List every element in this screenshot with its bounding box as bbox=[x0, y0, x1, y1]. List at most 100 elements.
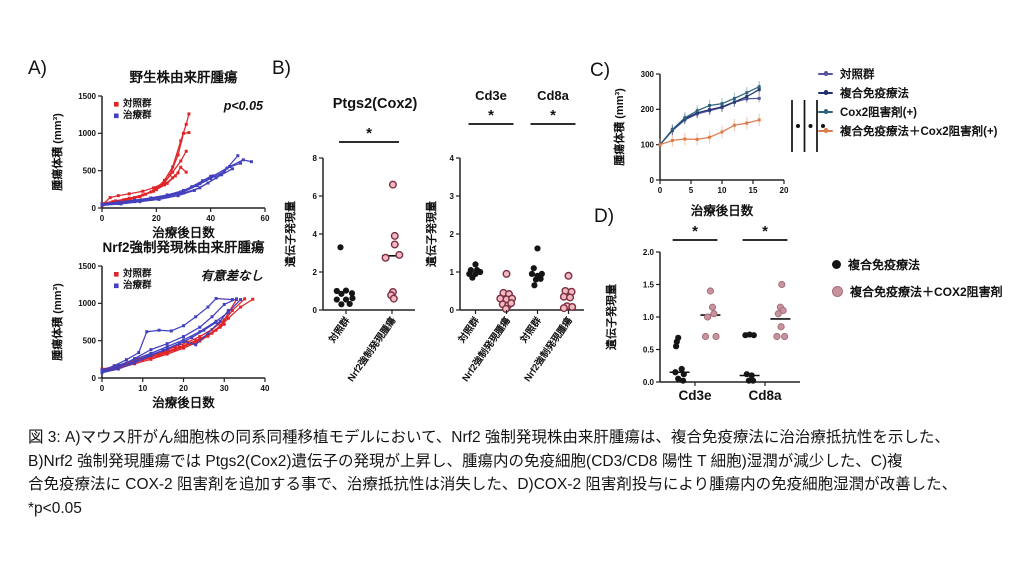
svg-text:遺伝子発現量: 遺伝子発現量 bbox=[283, 201, 297, 268]
svg-text:20: 20 bbox=[152, 214, 161, 223]
svg-text:対照群: 対照群 bbox=[122, 98, 152, 110]
svg-text:1.0: 1.0 bbox=[643, 313, 655, 322]
figure-caption: 図 3: A)マウス肝がん細胞株の同系同種移植モデルにおいて、Nrf2 強制発現… bbox=[28, 426, 1006, 520]
caption-line: B)Nrf2 強制発現腫瘍では Ptgs2(Cox2)遺伝子の発現が上昇し、腫瘍… bbox=[28, 452, 903, 470]
svg-text:30: 30 bbox=[220, 384, 229, 393]
svg-text:遺伝子発現量: 遺伝子発現量 bbox=[424, 201, 438, 268]
panel-c-label: C) bbox=[590, 60, 611, 81]
svg-text:治療後日数: 治療後日数 bbox=[152, 225, 215, 240]
legend-item-control: 対照群 bbox=[818, 66, 998, 82]
legend-label: 複合免疫療法 bbox=[840, 88, 909, 100]
svg-text:*: * bbox=[488, 107, 494, 124]
svg-text:治療群: 治療群 bbox=[123, 279, 152, 291]
svg-text:有意差なし: 有意差なし bbox=[200, 269, 263, 283]
svg-text:40: 40 bbox=[206, 214, 215, 223]
svg-text:*: * bbox=[692, 223, 698, 240]
legend-item-immunotherapy: 複合免疫療法 bbox=[832, 256, 1003, 273]
chart-combination-therapy-growth: 0 100 200 300 腫瘍体積 (mm³) 0 5 10 15 20 治療後日数 bbox=[612, 70, 825, 218]
svg-text:0: 0 bbox=[100, 214, 105, 223]
svg-text:1500: 1500 bbox=[78, 92, 96, 101]
svg-text:遺伝子発現量: 遺伝子発現量 bbox=[604, 284, 618, 351]
svg-text:60: 60 bbox=[261, 214, 270, 223]
svg-text:15: 15 bbox=[749, 186, 758, 195]
svg-text:2.0: 2.0 bbox=[643, 248, 655, 257]
svg-text:0: 0 bbox=[92, 374, 97, 383]
legend-label: 対照群 bbox=[840, 69, 875, 81]
legend-label: 複合免疫療法＋COX2阻害剤 bbox=[850, 285, 1003, 299]
caption-line: *p<0.05 bbox=[28, 499, 82, 517]
svg-text:20: 20 bbox=[780, 186, 789, 195]
svg-text:0: 0 bbox=[100, 384, 105, 393]
caption-line: 合免疫療法に COX-2 阻害剤を追加する事で、治療抵抗性は消失した、D)COX… bbox=[28, 476, 958, 494]
legend-label: Cox2阻害剤(+) bbox=[840, 107, 917, 119]
svg-text:300: 300 bbox=[641, 70, 655, 79]
svg-text:500: 500 bbox=[83, 166, 97, 175]
line-swatch-combo bbox=[818, 127, 833, 134]
svg-text:腫瘍体積 (mm³): 腫瘍体積 (mm³) bbox=[50, 113, 64, 191]
panel-b-label: B) bbox=[272, 58, 291, 79]
svg-text:p<0.05: p<0.05 bbox=[223, 99, 264, 113]
svg-text:治療群: 治療群 bbox=[123, 109, 152, 121]
svg-text:1.5: 1.5 bbox=[643, 280, 655, 289]
legend-item-combo: 複合免疫療法＋Cox2阻害剤(+) bbox=[818, 123, 998, 139]
chart-nrf2-tumor-growth: 0 500 1000 1500 腫瘍体積 (mm³) 0 10 20 30 40 Nrf2強制発現株… bbox=[50, 239, 270, 410]
dot-swatch-rosy bbox=[832, 286, 843, 297]
legend-c: 対照群 複合免疫療法 Cox2阻害剤(+) 複合免疫療法＋Cox2阻害剤(+) bbox=[818, 66, 998, 139]
svg-text:500: 500 bbox=[83, 336, 97, 345]
svg-text:*: * bbox=[762, 223, 768, 240]
svg-text:8: 8 bbox=[313, 154, 318, 163]
panel-d-label: D) bbox=[594, 206, 615, 227]
legend-label: 複合免疫療法＋Cox2阻害剤(+) bbox=[840, 126, 998, 138]
svg-text:*: * bbox=[550, 107, 556, 124]
svg-text:*: * bbox=[366, 125, 372, 142]
svg-text:2: 2 bbox=[313, 268, 318, 277]
svg-text:10: 10 bbox=[718, 186, 727, 195]
svg-text:対照群: 対照群 bbox=[326, 314, 353, 345]
svg-text:0: 0 bbox=[650, 176, 655, 185]
svg-text:Cd3e: Cd3e bbox=[678, 388, 712, 403]
svg-text:0.5: 0.5 bbox=[643, 345, 655, 354]
caption-line: 図 3: A)マウス肝がん細胞株の同系同種移植モデルにおいて、Nrf2 強制発現… bbox=[28, 429, 950, 446]
legend-label: 複合免疫療法 bbox=[848, 258, 921, 272]
svg-text:0: 0 bbox=[450, 306, 455, 315]
svg-text:Cd8a: Cd8a bbox=[537, 88, 570, 103]
svg-text:40: 40 bbox=[261, 384, 270, 393]
svg-text:6: 6 bbox=[313, 192, 318, 201]
legend-item-immunotherapy: 複合免疫療法 bbox=[818, 85, 998, 101]
svg-text:1000: 1000 bbox=[78, 129, 96, 138]
legend-item-cox2: Cox2阻害剤(+) bbox=[818, 104, 998, 120]
svg-text:Cd3e: Cd3e bbox=[475, 88, 507, 103]
svg-text:2: 2 bbox=[450, 230, 455, 239]
svg-text:200: 200 bbox=[641, 105, 655, 114]
svg-text:対照群: 対照群 bbox=[517, 314, 544, 345]
svg-text:100: 100 bbox=[641, 140, 655, 149]
svg-text:3: 3 bbox=[450, 192, 455, 201]
svg-text:0: 0 bbox=[313, 306, 318, 315]
svg-text:Nrf2強制発現腫瘍: Nrf2強制発現腫瘍 bbox=[345, 314, 399, 384]
chart-wildtype-tumor-growth: 0 500 1000 1500 腫瘍体積 (mm³) 0 20 40 60 野生株由来肝腫瘍治療後… bbox=[50, 69, 270, 240]
svg-text:対照群: 対照群 bbox=[455, 314, 482, 345]
svg-text:4: 4 bbox=[450, 154, 455, 163]
svg-text:0: 0 bbox=[92, 204, 97, 213]
svg-text:0: 0 bbox=[658, 186, 663, 195]
legend-item-immunotherapy-cox2: 複合免疫療法＋COX2阻害剤 bbox=[832, 283, 1003, 300]
svg-text:Nrf2強制発現株由来肝腫瘍: Nrf2強制発現株由来肝腫瘍 bbox=[102, 239, 265, 255]
svg-text:20: 20 bbox=[179, 384, 188, 393]
svg-text:1000: 1000 bbox=[78, 299, 96, 308]
svg-text:腫瘍体積 (mm³): 腫瘍体積 (mm³) bbox=[612, 88, 626, 166]
svg-text:0.0: 0.0 bbox=[643, 378, 655, 387]
svg-text:治療後日数: 治療後日数 bbox=[691, 203, 754, 218]
svg-text:野生株由来肝腫瘍: 野生株由来肝腫瘍 bbox=[130, 69, 238, 85]
svg-text:1: 1 bbox=[450, 268, 455, 277]
svg-text:5: 5 bbox=[689, 186, 694, 195]
line-swatch-cox2 bbox=[818, 108, 833, 115]
svg-text:Ptgs2(Cox2): Ptgs2(Cox2) bbox=[333, 96, 418, 112]
svg-text:腫瘍体積 (mm³): 腫瘍体積 (mm³) bbox=[50, 283, 64, 361]
svg-text:Cd8a: Cd8a bbox=[748, 388, 782, 403]
chart-immune-infiltration: 0.0 0.5 1.0 1.5 2.0 遺伝子発現量 * * Cd3e Cd8a bbox=[604, 223, 800, 403]
svg-text:対照群: 対照群 bbox=[122, 268, 152, 280]
svg-text:治療後日数: 治療後日数 bbox=[152, 395, 215, 410]
